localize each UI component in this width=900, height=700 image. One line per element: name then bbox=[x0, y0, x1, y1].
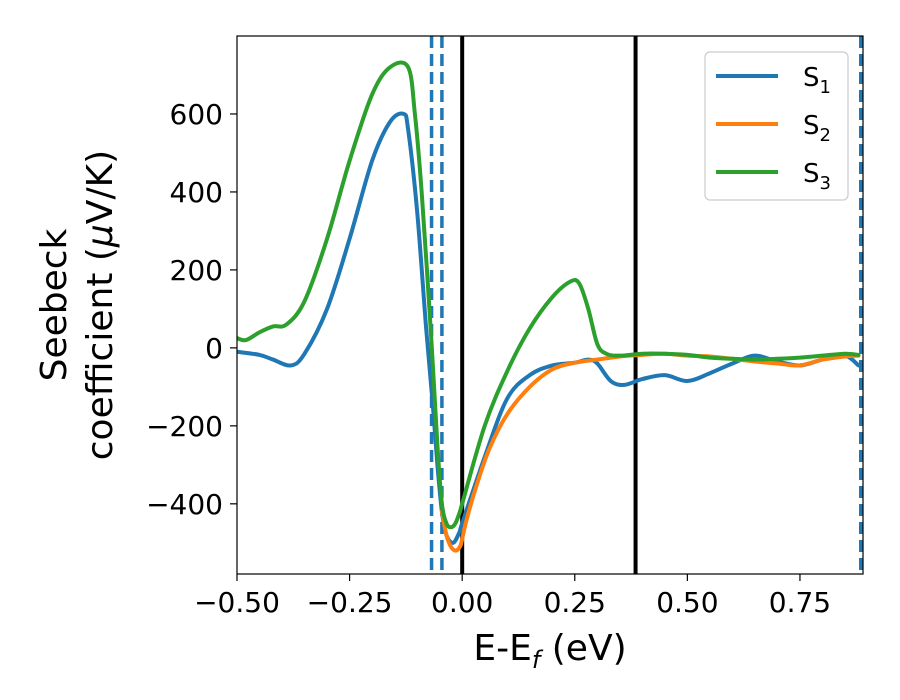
x-axis-ticks: −0.50 −0.25 0.00 0.25 0.50 0.75 bbox=[194, 574, 831, 619]
plot-frame bbox=[236, 35, 864, 575]
legend-label-s3-main: S bbox=[803, 159, 820, 189]
legend-label-s1: S1 bbox=[803, 63, 831, 98]
legend-label-s1-sub: 1 bbox=[820, 77, 831, 98]
x-axis-label-main: E-E bbox=[473, 628, 531, 669]
x-axis-label: E-Ef (eV) bbox=[473, 628, 626, 674]
y-tick-label: 400 bbox=[170, 176, 223, 209]
x-tick-label: 0.50 bbox=[656, 586, 718, 619]
legend-label-s2-main: S bbox=[803, 111, 820, 141]
y-axis-ticks: 600 400 200 0 −200 −400 bbox=[146, 98, 237, 521]
series-line-s3 bbox=[237, 60, 861, 530]
y-axis-label-text: coefficient ( bbox=[80, 247, 121, 460]
y-tick-label: −200 bbox=[146, 410, 223, 443]
y-axis-label-line2: coefficient (μV/K) bbox=[80, 150, 121, 460]
x-tick-label: −0.50 bbox=[194, 586, 280, 619]
y-axis-label-line1: Seebeck bbox=[34, 228, 75, 381]
x-tick-label: 0.75 bbox=[769, 586, 831, 619]
series-lines bbox=[237, 60, 861, 553]
y-tick-label: 0 bbox=[205, 332, 223, 365]
vertical-lines bbox=[429, 36, 863, 574]
y-axis-label-unit: V/K) bbox=[80, 150, 121, 224]
x-tick-label: 0.25 bbox=[544, 586, 606, 619]
legend-label-s2-sub: 2 bbox=[820, 125, 831, 146]
y-tick-label: 600 bbox=[170, 98, 223, 131]
y-tick-label: 200 bbox=[170, 254, 223, 287]
legend-label-s2: S2 bbox=[803, 111, 831, 146]
series-line-s1 bbox=[237, 111, 861, 545]
legend-label-s3: S3 bbox=[803, 159, 831, 194]
x-tick-label: 0.00 bbox=[431, 586, 493, 619]
legend-label-s1-main: S bbox=[803, 63, 820, 93]
legend: S1 S2 S3 bbox=[704, 51, 849, 201]
legend-label-s3-sub: 3 bbox=[820, 173, 831, 194]
x-axis-label-unit: (eV) bbox=[540, 628, 626, 669]
series-line-s2 bbox=[439, 351, 861, 553]
y-tick-label: −400 bbox=[146, 488, 223, 521]
y-axis-label-mu: μ bbox=[80, 224, 121, 248]
x-tick-label: −0.25 bbox=[307, 586, 393, 619]
